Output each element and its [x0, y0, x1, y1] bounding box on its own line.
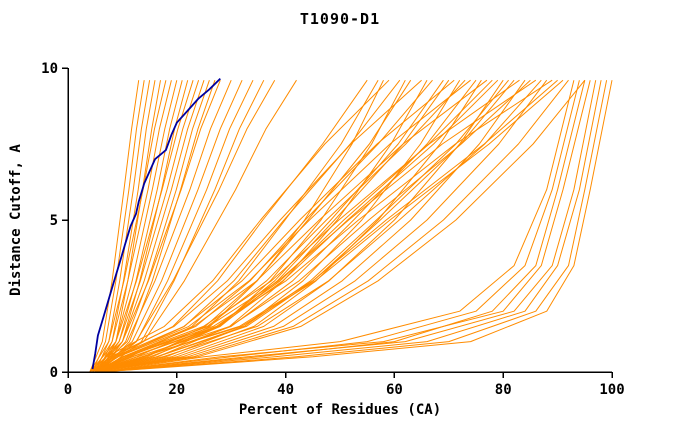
model-curve [89, 80, 140, 373]
model-curve [100, 80, 597, 373]
y-tick-label: 10 [41, 61, 58, 77]
model-curve [100, 80, 586, 373]
model-curve [94, 79, 471, 373]
model-curve [92, 80, 232, 373]
model-curve [89, 80, 194, 373]
model-curve [94, 79, 401, 373]
model-curve [95, 79, 477, 373]
y-tick-label: 0 [50, 365, 58, 381]
model-curve [94, 79, 488, 373]
model-curve [95, 79, 509, 373]
model-curve [95, 79, 569, 373]
model-curve [95, 79, 384, 373]
model-curve [94, 80, 151, 373]
model-curve [100, 80, 608, 373]
model-curve [100, 80, 613, 373]
model-curve [94, 79, 466, 373]
x-tick-label: 60 [386, 382, 403, 398]
model-curve [100, 80, 216, 373]
model-curve [95, 79, 493, 373]
model-curve [97, 80, 183, 373]
model-curve [92, 80, 200, 373]
model-curve [100, 80, 189, 373]
model-curve [95, 79, 482, 373]
model-curve [89, 80, 167, 373]
x-tick-label: 40 [277, 382, 294, 398]
model-curve [92, 80, 172, 373]
model-curve [95, 79, 504, 373]
model-curve [94, 79, 553, 373]
model-curve [89, 79, 276, 373]
model-curve [94, 79, 390, 373]
model-curve [95, 79, 526, 373]
highlighted-model-curve [91, 77, 221, 370]
model-curve [94, 79, 455, 373]
x-axis-label: Percent of Residues (CA) [239, 402, 441, 418]
model-curve [100, 80, 161, 373]
model-curve [94, 79, 537, 373]
model-curve [100, 80, 602, 373]
model-curve [94, 79, 368, 373]
model-curve [94, 80, 205, 373]
x-tick-label: 20 [168, 382, 185, 398]
model-curve [95, 79, 548, 373]
model-curve [92, 79, 297, 373]
model-curve [94, 79, 379, 373]
model-curve [95, 79, 450, 373]
model-curve [95, 79, 406, 373]
plot-area: 0 20 40 60 80 100 0 5 10 [41, 61, 625, 398]
chart-title: T1090-D1 [300, 10, 380, 28]
y-axis-label: Distance Cutoff, A [8, 144, 24, 296]
model-curve [92, 80, 145, 373]
model-curve [100, 80, 575, 373]
model-curve [95, 79, 586, 373]
model-curve [95, 79, 461, 373]
model-curve [95, 79, 428, 373]
model-curve [97, 79, 254, 373]
model-curve [100, 80, 580, 373]
model-curve [95, 79, 542, 373]
model-curve [100, 80, 591, 373]
model-curve [97, 80, 156, 373]
model-curve [94, 79, 422, 373]
model-curve [94, 80, 178, 373]
x-tick-label: 80 [495, 382, 512, 398]
x-tick-label: 0 [64, 382, 72, 398]
x-tick-label: 100 [599, 382, 624, 398]
model-curve [95, 79, 515, 373]
y-tick-label: 5 [50, 213, 58, 229]
model-curve [89, 80, 221, 373]
model-curve [94, 79, 520, 373]
model-curve [95, 79, 558, 373]
